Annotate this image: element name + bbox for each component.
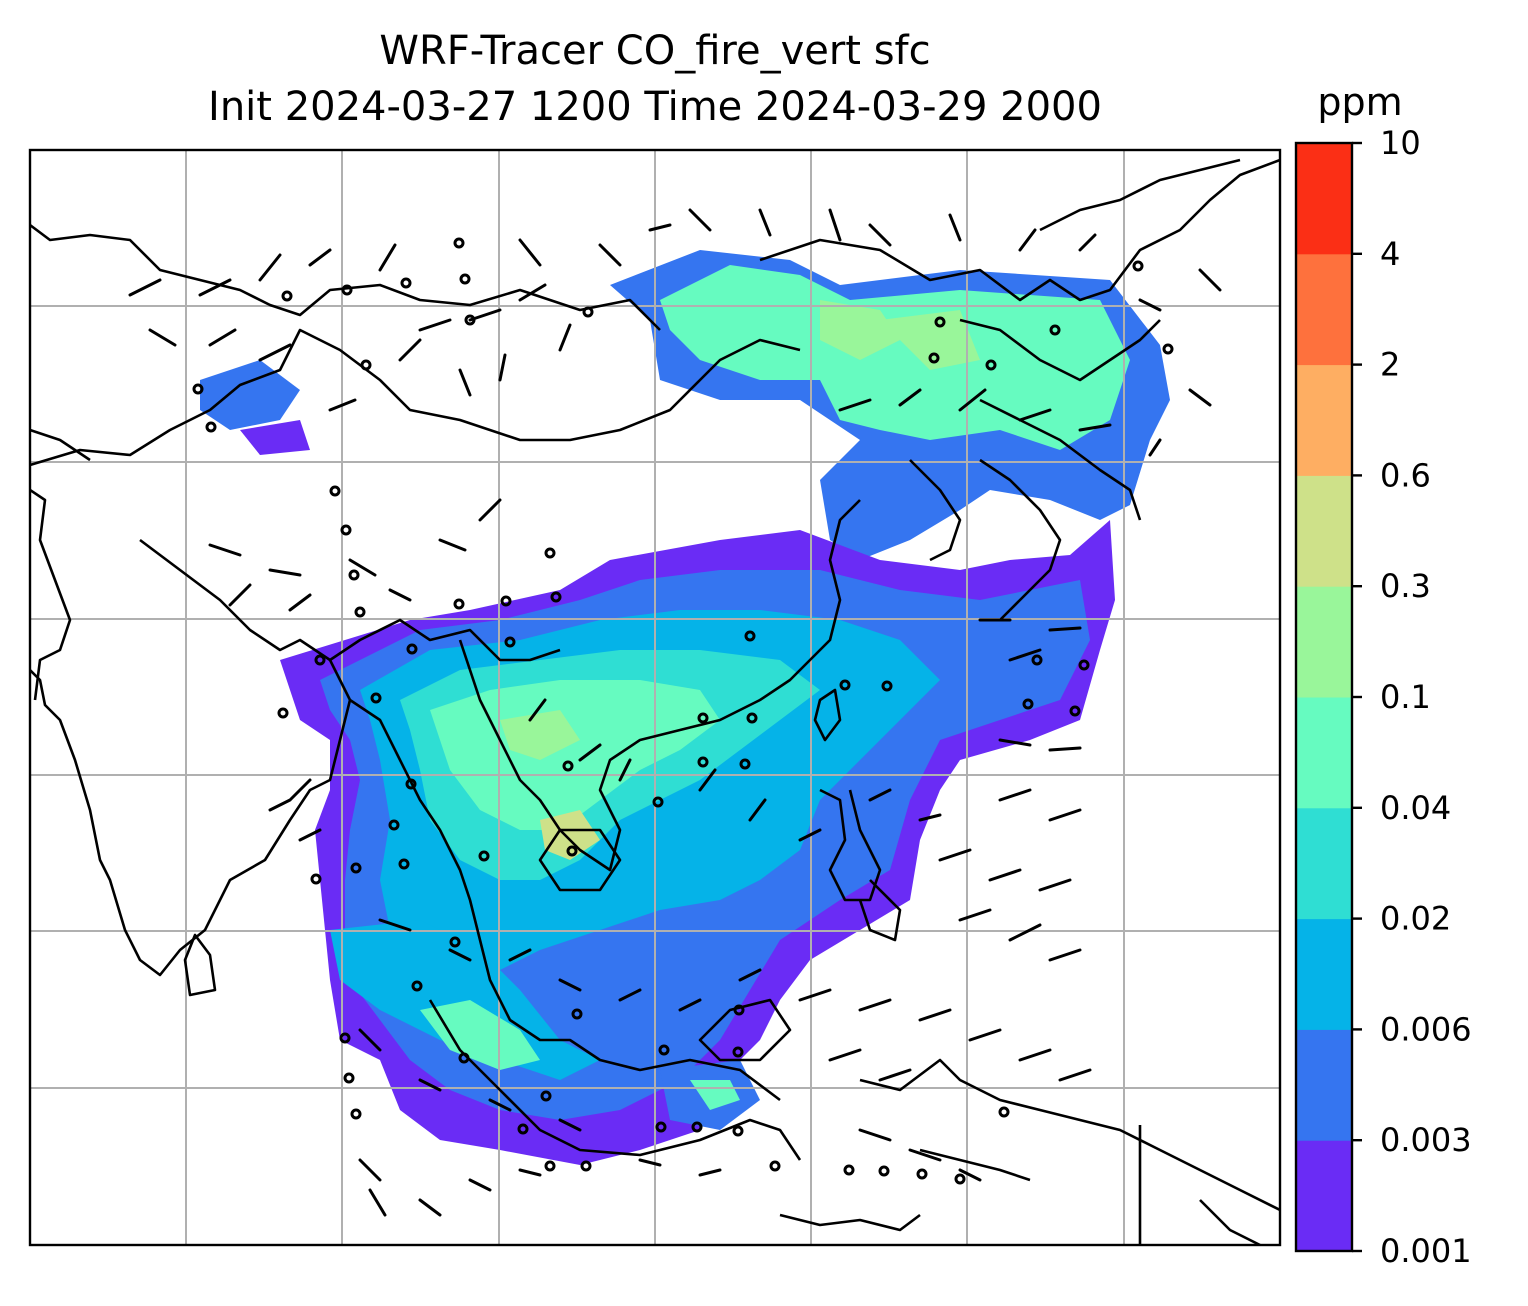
colorbar-tick-label: 2	[1380, 346, 1400, 384]
wind-barbs	[128, 208, 1222, 1217]
colorbar-tick-label: 10	[1380, 124, 1421, 162]
colorbar-segment	[1296, 364, 1352, 476]
map-frame	[28, 148, 1282, 1247]
colorbar-segment	[1296, 1140, 1352, 1252]
colorbar-tick-label: 0.3	[1380, 567, 1431, 605]
coastlines	[30, 158, 1280, 1245]
colorbar-tick-label: 0.1	[1380, 678, 1431, 716]
colorbar-segment	[1296, 1029, 1352, 1141]
colorbar-segment	[1296, 143, 1352, 255]
colorbar-segment	[1296, 475, 1352, 587]
colorbar-segment	[1296, 253, 1352, 366]
colorbar-tick-label: 0.6	[1380, 456, 1431, 494]
colorbar-tick-label: 0.02	[1380, 900, 1451, 938]
colorbar-segment	[1296, 586, 1352, 698]
colorbar-segment	[1296, 697, 1352, 809]
colorbar-tick-label: 0.003	[1380, 1121, 1472, 1159]
colorbar-segment	[1296, 807, 1352, 920]
map-title-line1: WRF-Tracer CO_fire_vert sfc	[379, 28, 931, 74]
colorbar-tick-label: 0.001	[1380, 1232, 1472, 1270]
graticule	[30, 150, 1280, 1245]
calm-wind-markers	[192, 237, 1174, 1185]
map-area	[30, 150, 1280, 1245]
colorbar-tick-label: 0.006	[1380, 1010, 1472, 1048]
colorbar-tick-label: 4	[1380, 235, 1400, 273]
colorbar-tick-label: 0.04	[1380, 789, 1451, 827]
colorbar: 0.001 0.003 0.006 0.02 0.04 0.1 0.3 0.6 2 4 10	[1294, 124, 1472, 1270]
concentration-field	[200, 250, 1170, 1165]
colorbar-segment	[1296, 918, 1352, 1030]
colorbar-units-label: ppm	[1317, 80, 1403, 124]
map-title-line2: Init 2024-03-27 1200 Time 2024-03-29 200…	[208, 84, 1102, 130]
